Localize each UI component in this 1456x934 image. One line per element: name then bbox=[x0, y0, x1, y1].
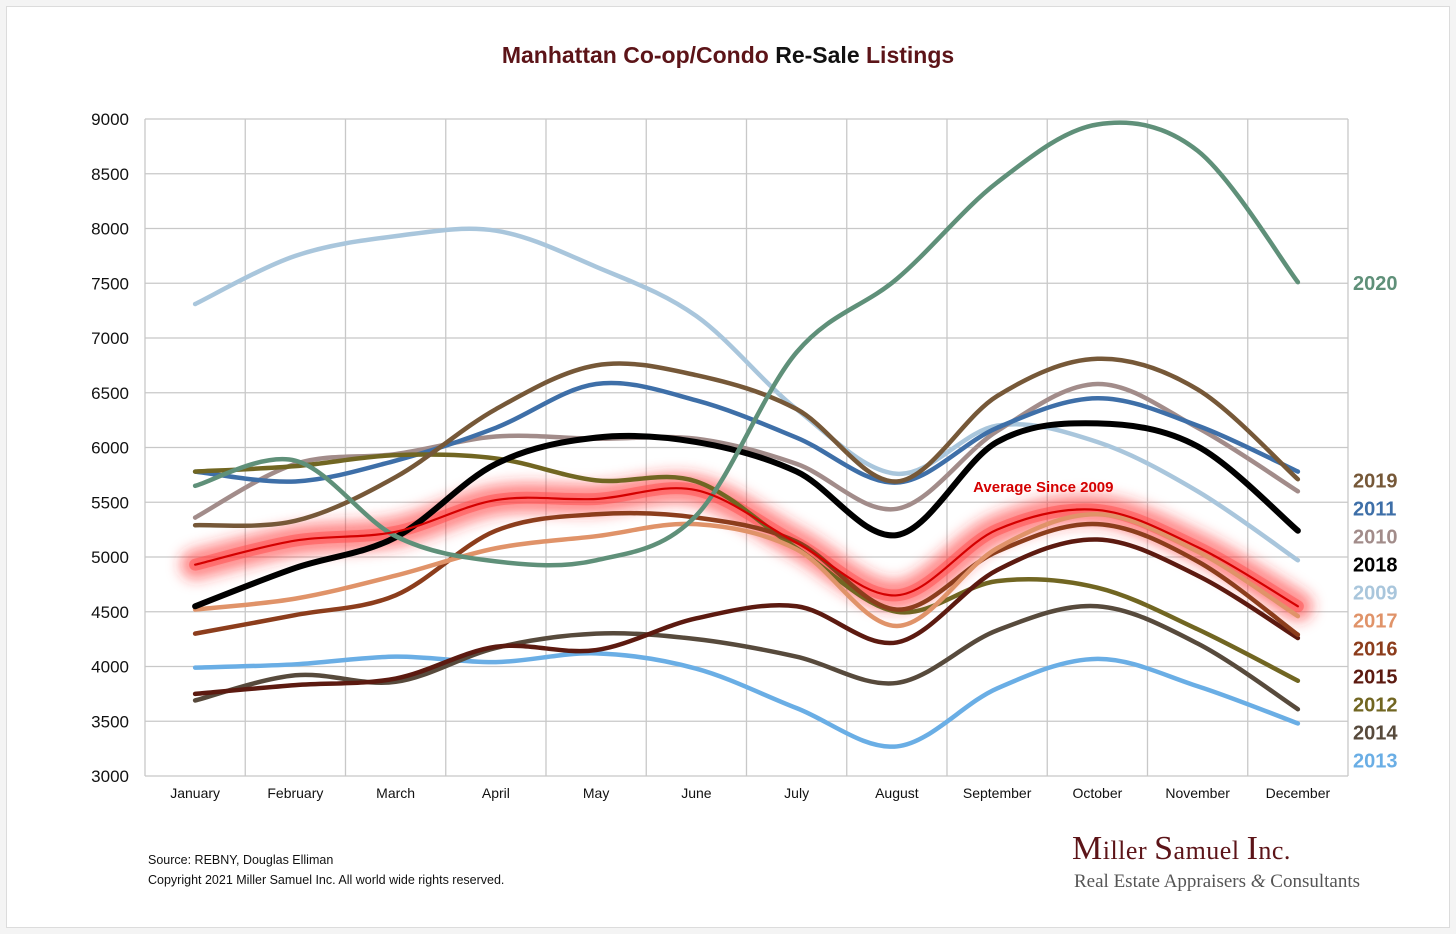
x-tick-label: April bbox=[482, 785, 510, 801]
series-line-2019 bbox=[192, 356, 1301, 529]
end-label-2013: 2013 bbox=[1353, 750, 1398, 772]
end-label-2012: 2012 bbox=[1353, 694, 1398, 716]
series-line-average bbox=[194, 487, 1299, 608]
y-tick-label: 7000 bbox=[91, 329, 129, 348]
x-tick-label: June bbox=[681, 785, 712, 801]
end-label-2011: 2011 bbox=[1353, 498, 1396, 520]
series-line-2018 bbox=[192, 420, 1301, 610]
y-tick-label: 5000 bbox=[91, 548, 129, 567]
y-tick-label: 3500 bbox=[91, 712, 129, 731]
chart-title: Manhattan Co-op/Condo Re-Sale Listings bbox=[501, 42, 955, 68]
x-tick-label: December bbox=[1266, 785, 1331, 801]
x-tick-label: January bbox=[170, 785, 220, 801]
end-label-2014: 2014 bbox=[1353, 722, 1398, 744]
company-logo-name: Miller Samuel Inc. bbox=[1072, 830, 1291, 867]
y-tick-label: 6500 bbox=[91, 384, 129, 403]
y-tick-label: 7500 bbox=[91, 274, 129, 293]
end-label-2019: 2019 bbox=[1353, 470, 1398, 492]
x-tick-label: May bbox=[583, 785, 609, 801]
y-tick-label: 4000 bbox=[91, 658, 129, 677]
end-label-2010: 2010 bbox=[1353, 526, 1398, 548]
end-label-2020: 2020 bbox=[1353, 273, 1398, 295]
copyright-note: Copyright 2021 Miller Samuel Inc. All wo… bbox=[148, 873, 505, 887]
y-tick-label: 5500 bbox=[91, 493, 129, 512]
series-line-2017 bbox=[192, 512, 1301, 629]
y-tick-label: 9000 bbox=[91, 110, 129, 129]
x-tick-label: July bbox=[784, 785, 809, 801]
x-tick-label: March bbox=[376, 785, 415, 801]
y-tick-label: 8500 bbox=[91, 165, 129, 184]
end-label-2018: 2018 bbox=[1353, 554, 1398, 576]
series-line-2009 bbox=[192, 226, 1301, 563]
y-tick-label: 4500 bbox=[91, 603, 129, 622]
series-line-2013 bbox=[192, 651, 1301, 749]
series-line-2015 bbox=[192, 537, 1301, 697]
end-label-2017: 2017 bbox=[1353, 610, 1398, 632]
series-line-2014 bbox=[192, 603, 1301, 712]
x-tick-label: November bbox=[1165, 785, 1230, 801]
x-tick-label: September bbox=[963, 785, 1032, 801]
x-tick-label: August bbox=[875, 785, 919, 801]
end-label-2015: 2015 bbox=[1353, 666, 1398, 688]
series-line-2011 bbox=[192, 380, 1301, 485]
x-tick-label: February bbox=[267, 785, 323, 801]
end-label-2016: 2016 bbox=[1353, 638, 1398, 660]
x-tick-label: October bbox=[1072, 785, 1122, 801]
y-tick-label: 8000 bbox=[91, 220, 129, 239]
y-tick-label: 6000 bbox=[91, 439, 129, 458]
average-annotation: Average Since 2009 bbox=[973, 479, 1113, 496]
y-tick-label: 3000 bbox=[91, 767, 129, 786]
company-logo-tagline: Real Estate Appraisers & Consultants bbox=[1074, 871, 1361, 892]
series-line-2016 bbox=[192, 510, 1301, 637]
source-note: Source: REBNY, Douglas Elliman bbox=[148, 853, 334, 867]
end-label-2009: 2009 bbox=[1353, 582, 1398, 604]
